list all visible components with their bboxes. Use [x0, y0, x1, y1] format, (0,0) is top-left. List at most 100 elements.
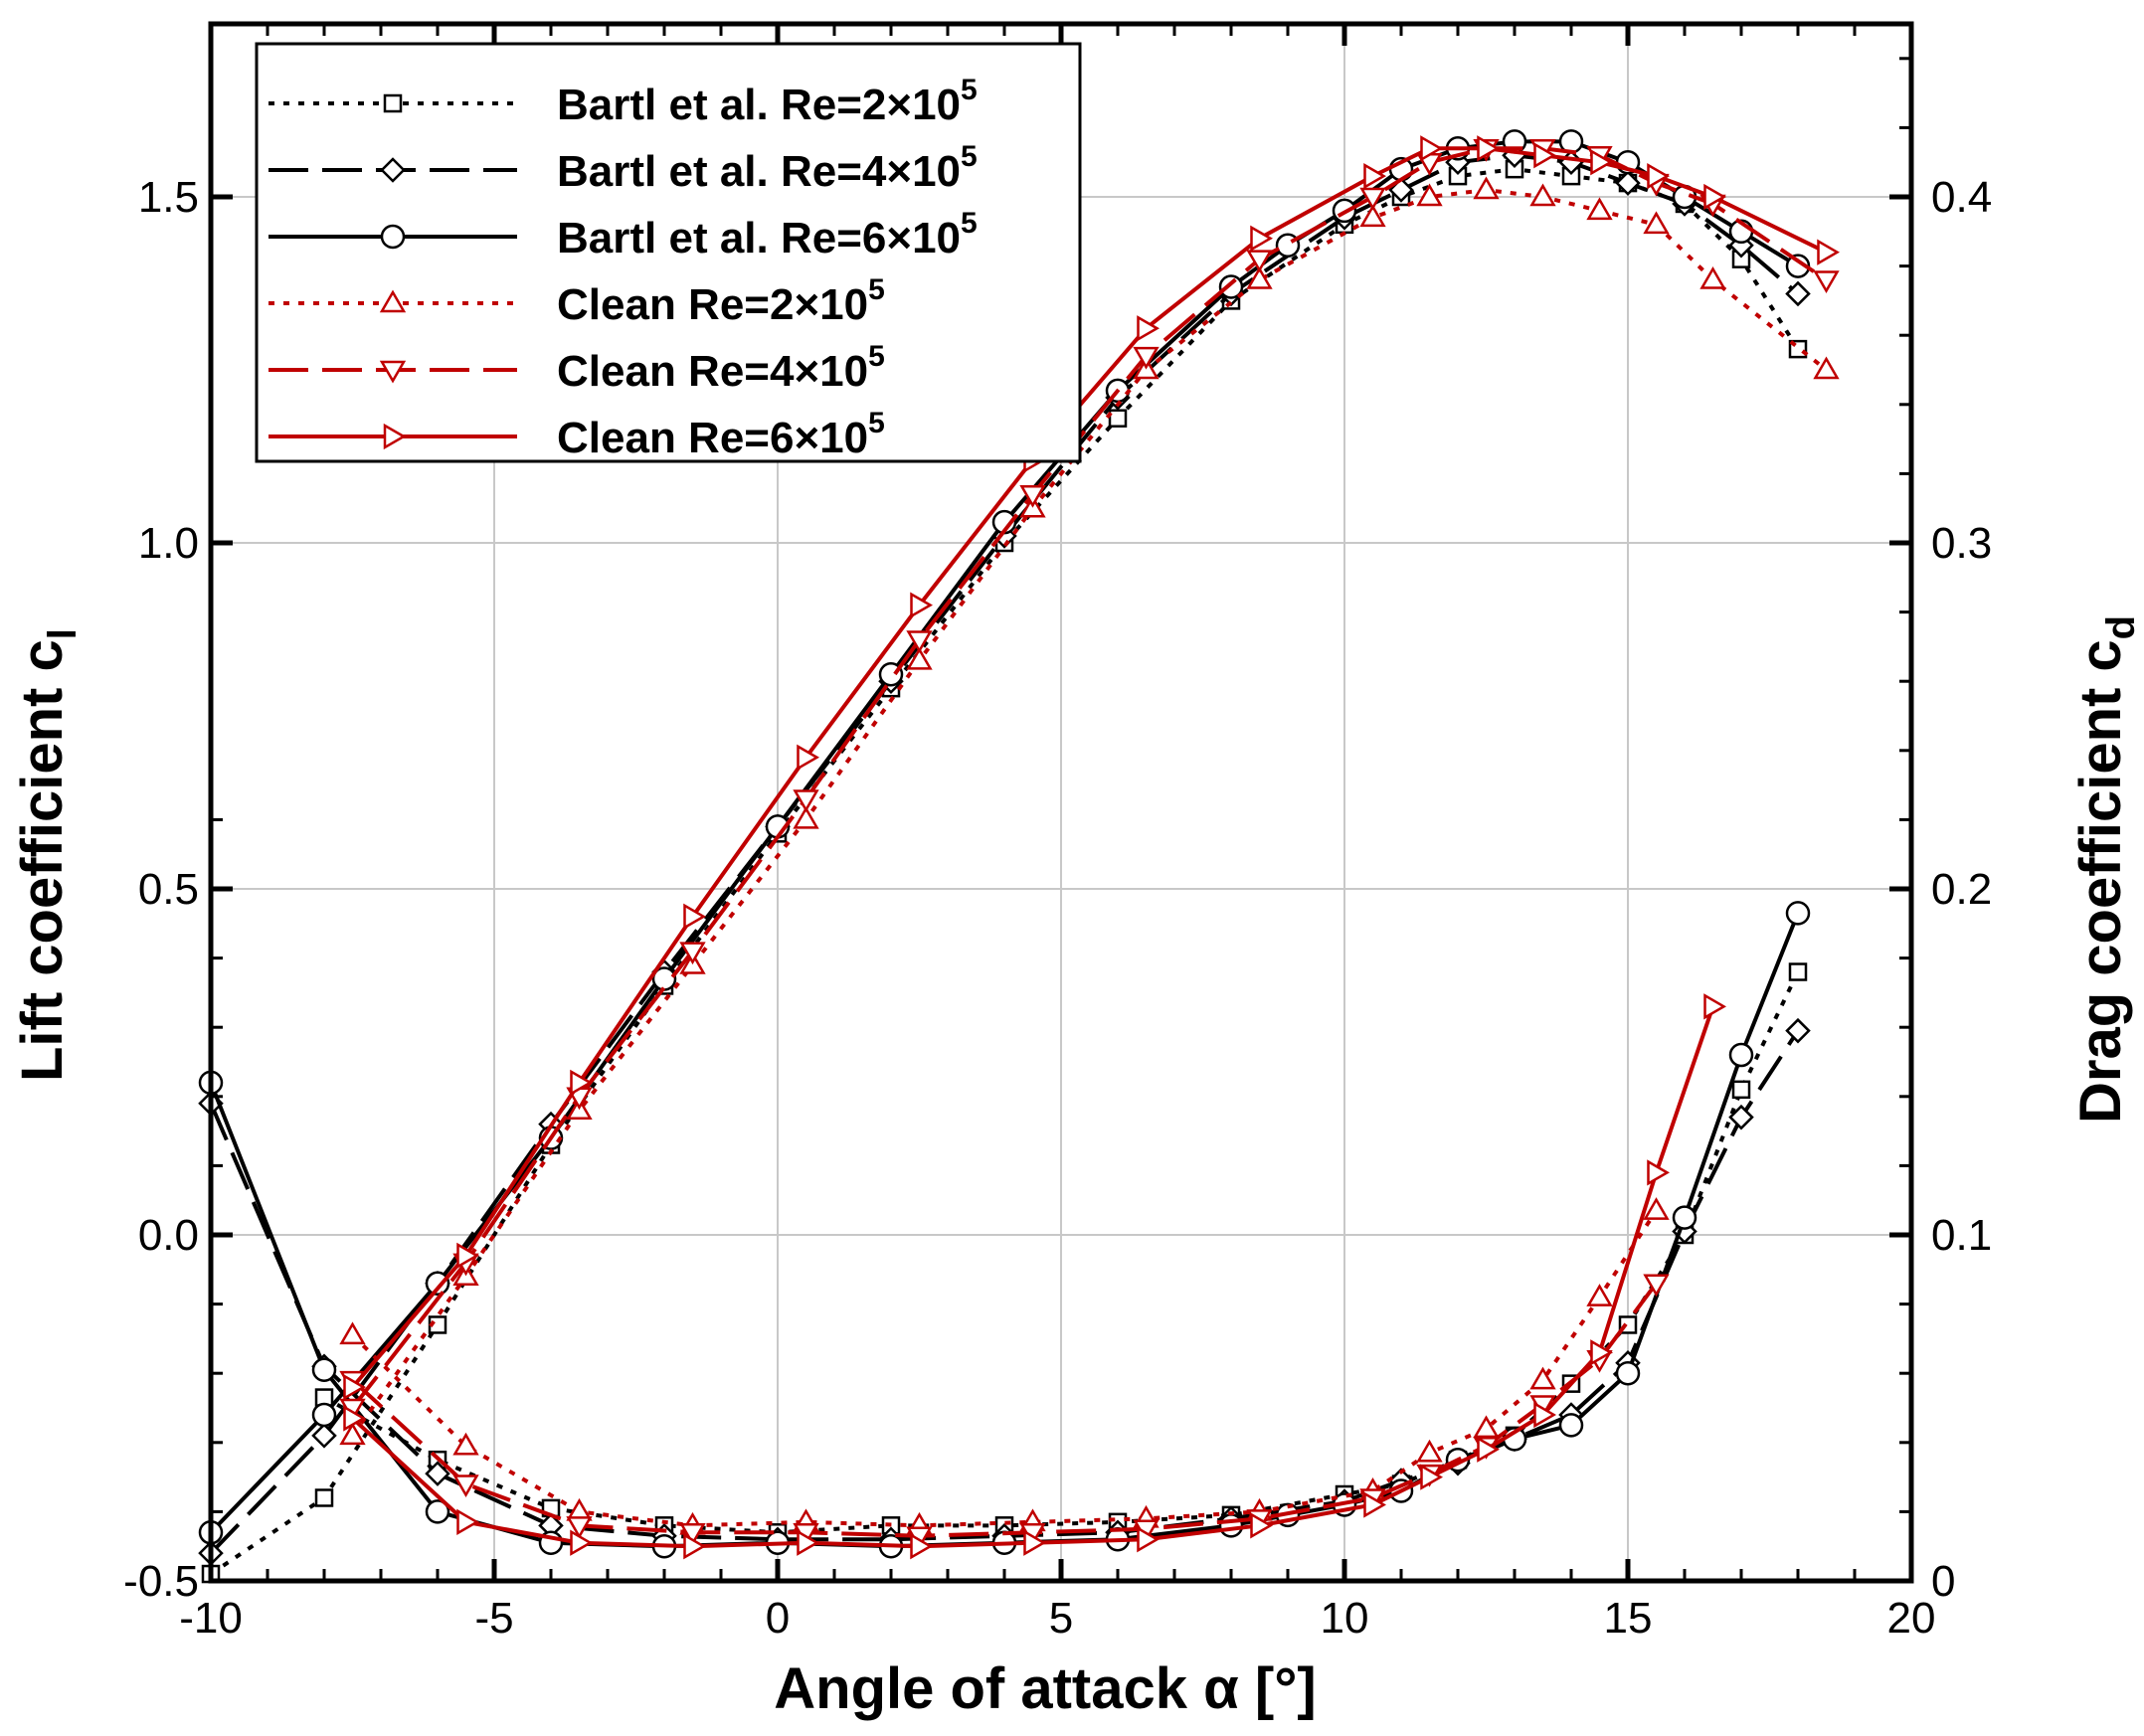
drag-point [1615, 1360, 1641, 1386]
lift-point [1246, 250, 1273, 273]
y-left-tick-label: 1.0 [138, 519, 199, 568]
drag-point [1672, 1205, 1697, 1230]
lift-point [1703, 183, 1726, 211]
y-left-tick-label: -0.5 [123, 1557, 199, 1606]
y-left-axis-label: Lift coefficient c [10, 639, 75, 1082]
drag-point [1728, 1042, 1754, 1068]
lift-point [1615, 170, 1641, 196]
lift-point [1359, 187, 1386, 211]
legend-label: Clean Re=2×105 [557, 273, 885, 329]
lift-point [339, 1422, 366, 1446]
legend-label-exponent: 5 [868, 273, 885, 306]
legend-label-exponent: 5 [868, 407, 885, 439]
drag-point [1477, 1436, 1500, 1463]
lift-point [570, 1069, 593, 1097]
drag-point [1250, 1512, 1273, 1539]
lift-point [1218, 274, 1244, 299]
drag-point [1529, 1366, 1556, 1390]
lift-point [679, 942, 706, 965]
drag-point [452, 1432, 479, 1456]
legend-marker [379, 360, 407, 384]
legend-entry: Clean Re=2×105 [268, 273, 885, 329]
lift-point [1019, 485, 1046, 508]
lift-point [906, 646, 933, 670]
lift-point [683, 903, 706, 931]
drag-point [1728, 1104, 1754, 1130]
drag-point [797, 1529, 819, 1556]
lift-point [311, 1402, 337, 1428]
y-right-axis-label-subscript: d [2099, 615, 2143, 639]
lift-point [343, 1373, 366, 1401]
lift-point [1813, 356, 1840, 380]
drag-point [1590, 1339, 1613, 1366]
y-right-tick-label: 0.4 [1931, 173, 1992, 222]
drag-point [1023, 1529, 1046, 1556]
lift-point [1817, 239, 1840, 265]
drag-point [343, 1405, 366, 1432]
legend-label: Clean Re=4×105 [557, 340, 885, 396]
drag-point [425, 1461, 450, 1486]
lift-point [1785, 280, 1811, 307]
lift-point [1359, 204, 1386, 228]
lift-point [1699, 266, 1726, 289]
legend-label-text: Bartl et al. Re=6×10 [557, 214, 961, 262]
y-right-axis-label-group: Drag coefficient cd [2068, 615, 2143, 1124]
drag-point [452, 1475, 479, 1498]
legend-box [255, 42, 1082, 463]
legend-label-text: Bartl et al. Re=4×10 [557, 147, 961, 196]
lift-point [1246, 266, 1273, 289]
lift-point [1643, 211, 1670, 235]
drag-point [570, 1529, 593, 1556]
legend-marker [380, 224, 406, 250]
lift-point [1108, 409, 1128, 428]
drag-point [456, 1508, 479, 1536]
legend-label-text: Bartl et al. Re=2×10 [557, 81, 961, 129]
legend-label-exponent: 5 [961, 140, 978, 173]
drag-point [910, 1533, 933, 1560]
legend-entry: Bartl et al. Re=2×105 [268, 74, 978, 129]
drag-point [1533, 1401, 1556, 1429]
y-right-tick-label: 0.2 [1931, 865, 1992, 914]
legend-label: Bartl et al. Re=6×105 [557, 207, 978, 262]
svg-text:Drag coefficient cd: Drag coefficient cd [2068, 615, 2143, 1124]
drag-point [1703, 993, 1726, 1020]
legend-label: Bartl et al. Re=2×105 [557, 74, 978, 129]
drag-point [1363, 1491, 1386, 1518]
drag-point [311, 1357, 337, 1382]
legend-label: Clean Re=6×105 [557, 407, 885, 462]
drag-point [683, 1533, 706, 1560]
drag-point [1643, 1197, 1670, 1220]
lift-point [311, 1423, 337, 1449]
x-tick-label: 10 [1321, 1594, 1369, 1643]
drag-point [1473, 1415, 1500, 1439]
lift-point [1473, 176, 1500, 200]
lift-point [793, 805, 819, 829]
lift-point [425, 1271, 450, 1296]
y-left-tick-label: 1.5 [138, 173, 199, 222]
y-right-tick-label: 0.1 [1931, 1211, 1992, 1260]
x-tick-label: 15 [1604, 1594, 1653, 1643]
legend-entry: Bartl et al. Re=6×105 [268, 207, 978, 262]
drag-point [1785, 1017, 1811, 1044]
drag-point [1420, 1464, 1443, 1490]
lift-point [1813, 270, 1840, 294]
legend-label-exponent: 5 [961, 207, 978, 240]
legend-label: Bartl et al. Re=4×105 [557, 140, 978, 196]
lift-point [1533, 142, 1556, 169]
drag-point [1731, 1080, 1751, 1100]
lift-point [1647, 162, 1670, 190]
lift-point [314, 1488, 334, 1507]
drag-point [566, 1516, 593, 1539]
legend-entry: Bartl et al. Re=4×105 [268, 140, 978, 196]
drag-point [679, 1523, 706, 1546]
y-left-tick-label: 0.5 [138, 865, 199, 914]
legend-label-text: Clean Re=2×10 [557, 280, 868, 329]
lift-point [906, 630, 933, 653]
y-right-axis-label: Drag coefficient c [2068, 639, 2133, 1124]
y-left-tick-label: 0.0 [138, 1211, 199, 1260]
legend-entry: Clean Re=4×105 [268, 340, 885, 396]
lift-point [1416, 183, 1443, 207]
legend-marker [379, 289, 407, 313]
